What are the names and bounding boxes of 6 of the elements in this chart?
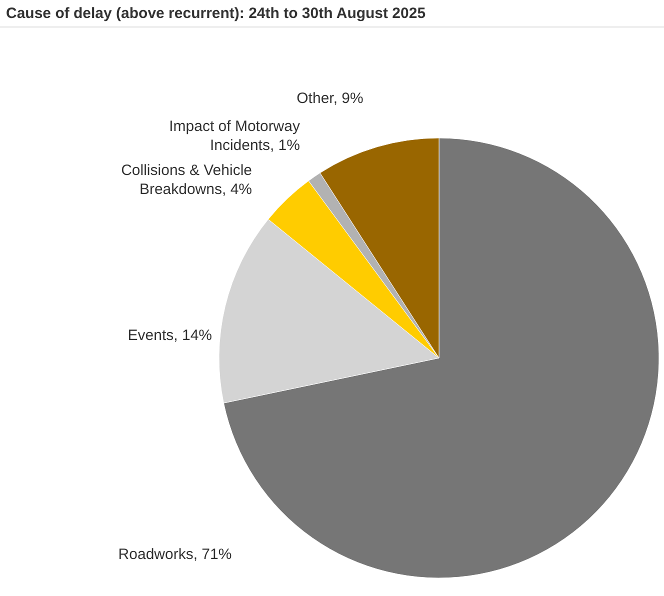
slice-label: Roadworks, 71%	[118, 546, 232, 563]
chart-title: Cause of delay (above recurrent): 24th to 30th August 2025	[6, 5, 426, 22]
slice-label: Impact of Motorway Incidents, 1%	[169, 118, 300, 154]
slice-label: Collisions & Vehicle Breakdowns, 4%	[121, 162, 252, 198]
slice-label: Other, 9%	[296, 90, 364, 107]
slice-label: Events, 14%	[128, 327, 212, 344]
